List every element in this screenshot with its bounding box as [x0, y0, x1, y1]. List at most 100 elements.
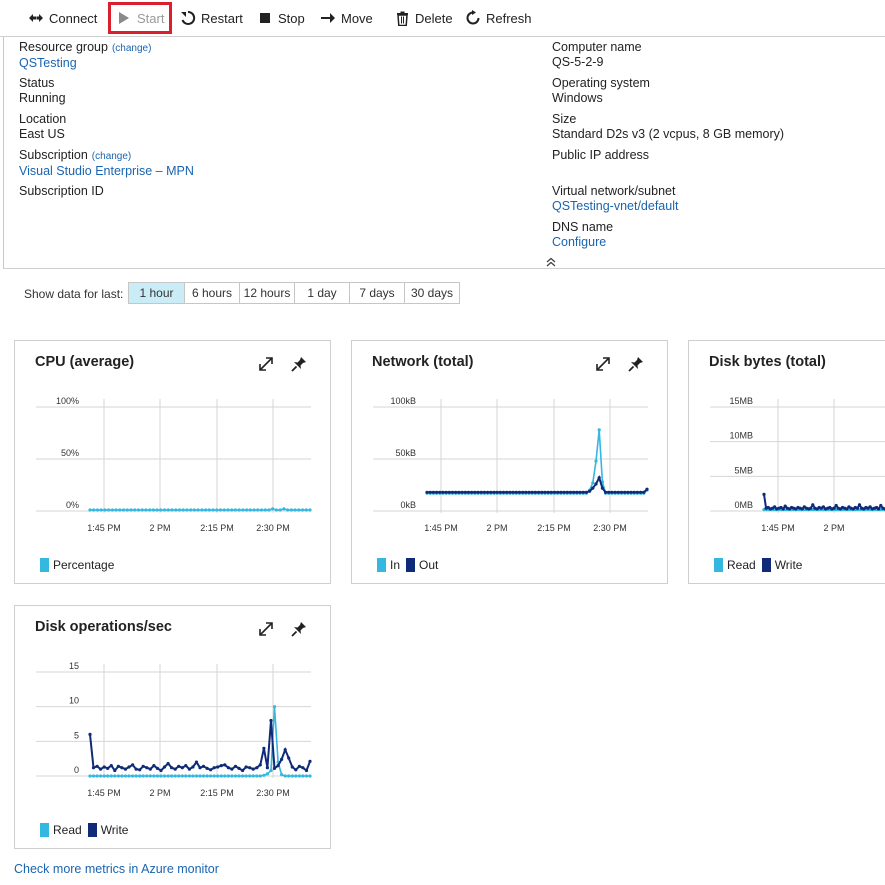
data-point: [113, 768, 117, 773]
command-bar: Connect Start Restart Stop Move Delete: [0, 0, 885, 37]
network-chart-tile[interactable]: Network (total) 0kB 50kB 100kB 1:45 PM 2 PM 2…: [351, 340, 668, 584]
data-point: [244, 765, 248, 769]
cpu-chart-tile[interactable]: CPU (average) 0% 50% 100% 1:45 PM 2 PM 2:15 P…: [14, 340, 331, 584]
data-point: [274, 508, 278, 512]
refresh-button[interactable]: Refresh: [465, 9, 532, 27]
data-point: [476, 490, 480, 494]
data-point: [129, 508, 133, 512]
azure-monitor-link[interactable]: Check more metrics in Azure monitor: [14, 862, 219, 876]
y-tick-label: 0MB: [734, 500, 753, 510]
pin-icon[interactable]: [290, 355, 308, 373]
dns-section: DNS name Configure: [552, 220, 613, 250]
x-tick-label: 1:45 PM: [424, 523, 458, 533]
delete-label: Delete: [415, 10, 453, 26]
disk-bytes-chart-tile[interactable]: Disk bytes (total) 0MB 5MB 10MB 15MB 1:45 PM…: [688, 340, 885, 584]
subscription-change-link[interactable]: (change): [91, 151, 132, 162]
data-point: [597, 428, 601, 432]
pin-icon[interactable]: [627, 355, 645, 373]
restart-button[interactable]: Restart: [180, 9, 243, 27]
data-point: [645, 487, 649, 491]
x-tick-label: 2:15 PM: [200, 523, 234, 533]
data-point: [209, 768, 213, 772]
range-option-7-days[interactable]: 7 days: [349, 283, 404, 303]
expand-icon[interactable]: [257, 620, 275, 638]
pin-icon[interactable]: [290, 620, 308, 638]
data-point: [524, 490, 528, 494]
data-point: [594, 459, 598, 463]
network-chart-title: Network (total): [372, 354, 474, 370]
range-option-1-hour[interactable]: 1 hour: [129, 283, 184, 303]
data-point: [600, 486, 604, 490]
data-point: [237, 508, 241, 512]
data-point: [272, 766, 277, 770]
expand-icon[interactable]: [594, 355, 612, 373]
data-point: [99, 767, 103, 771]
range-option-6-hours[interactable]: 6 hours: [184, 283, 239, 303]
stop-button[interactable]: Stop: [257, 9, 305, 27]
range-option-12-hours[interactable]: 12 hours: [239, 283, 294, 303]
range-option-30-days[interactable]: 30 days: [404, 283, 459, 303]
x-tick-label: 2:30 PM: [256, 788, 290, 798]
data-point: [271, 507, 275, 511]
data-point: [127, 774, 131, 778]
data-point: [435, 490, 439, 494]
data-point: [241, 508, 245, 512]
data-point: [444, 490, 448, 494]
subscription-id-section: Subscription ID: [19, 184, 104, 199]
data-point: [233, 774, 238, 778]
expand-icon[interactable]: [257, 355, 275, 373]
data-point: [540, 490, 544, 494]
network-legend: In Out: [377, 558, 444, 572]
data-point: [450, 490, 455, 494]
data-point: [783, 504, 787, 508]
data-point: [495, 490, 499, 494]
resource-group-change-link[interactable]: (change): [111, 43, 152, 54]
data-point: [223, 763, 227, 767]
data-point: [629, 490, 633, 494]
data-point: [116, 774, 120, 778]
data-point: [272, 705, 277, 709]
disk-operations-chart-tile[interactable]: Disk operations/sec 0 5 10 15 1:45 PM 2 PM 2:1…: [14, 605, 331, 849]
subscription-link[interactable]: Visual Studio Enterprise – MPN: [19, 164, 194, 178]
data-point: [425, 490, 429, 494]
vnet-link[interactable]: QSTesting-vnet/default: [552, 199, 679, 213]
data-point: [174, 508, 178, 512]
data-point: [211, 508, 215, 512]
data-point: [205, 774, 209, 778]
arrow-right-icon: [320, 10, 336, 26]
data-point: [95, 508, 100, 512]
data-point: [470, 490, 474, 494]
y-tick-label: 100kB: [390, 396, 416, 406]
data-point: [223, 774, 227, 778]
resource-group-link[interactable]: QSTesting: [19, 56, 77, 70]
dns-configure-link[interactable]: Configure: [552, 235, 607, 249]
data-point: [280, 773, 284, 777]
data-point: [116, 764, 120, 768]
range-option-1-day[interactable]: 1 day: [294, 283, 349, 303]
os-label: Operating system: [552, 76, 650, 90]
data-point: [287, 756, 291, 760]
data-point: [441, 490, 445, 494]
data-point: [95, 764, 99, 768]
data-point: [857, 503, 862, 507]
start-button[interactable]: Start: [116, 9, 164, 27]
delete-button[interactable]: Delete: [394, 9, 453, 27]
connect-button[interactable]: Connect: [28, 9, 97, 27]
data-point: [99, 774, 103, 778]
data-point: [218, 508, 223, 512]
data-point: [166, 508, 170, 512]
data-point: [626, 490, 630, 494]
data-point: [212, 766, 216, 770]
move-button[interactable]: Move: [320, 9, 373, 27]
legend-write: Write: [100, 823, 129, 837]
data-point: [300, 508, 305, 512]
collapse-essentials-icon[interactable]: [545, 255, 557, 267]
data-point: [514, 490, 518, 494]
data-point: [855, 506, 859, 510]
data-point: [549, 490, 553, 494]
data-point: [226, 766, 230, 770]
y-tick-label: 5: [74, 730, 79, 740]
y-tick-label: 10: [69, 696, 79, 706]
vnet-label: Virtual network/subnet: [552, 184, 676, 198]
data-point: [635, 490, 639, 494]
